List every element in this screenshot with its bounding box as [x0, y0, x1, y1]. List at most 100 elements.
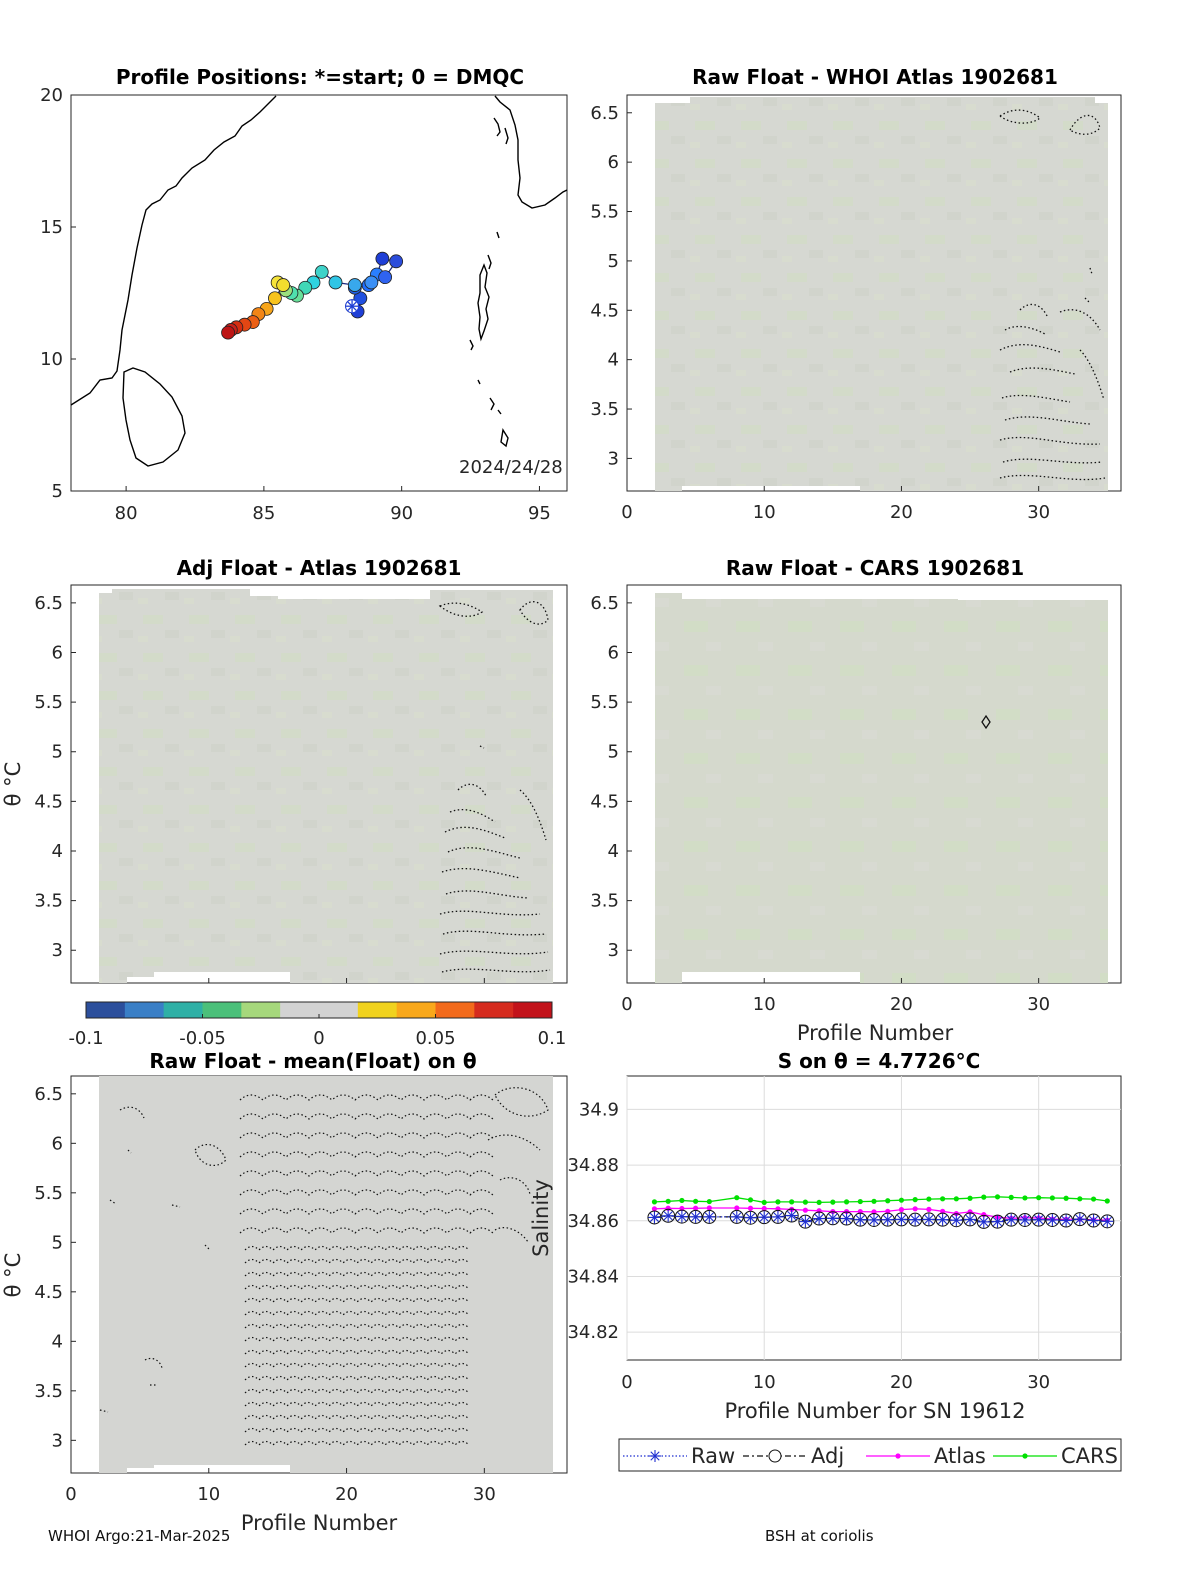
mean-contour-line [239, 1227, 494, 1234]
legend-label-cars: CARS [1061, 1444, 1118, 1468]
series-point-raw [773, 1212, 783, 1222]
series-point-raw [841, 1213, 852, 1224]
series-point-cars [857, 1198, 863, 1205]
mean-contour-line [239, 1208, 494, 1215]
map-ticks: 80 85 90 95 5 10 15 20 [40, 85, 551, 524]
panel-raw-atlas-contours [998, 109, 1106, 481]
adj-atlas-ytick-label: 5.5 [34, 692, 63, 713]
series-point-cars [1036, 1195, 1042, 1201]
colorbar-cell [357, 1002, 398, 1018]
map-title: Profile Positions: *=start; 0 = DMQC [116, 65, 524, 89]
map-date-label: 2024/24/28 [459, 457, 563, 478]
mean-contour-line [244, 1375, 470, 1381]
panel-raw-atlas-title: Raw Float - WHOI Atlas 1902681 [692, 65, 1058, 89]
raw-atlas-xtick-label: 0 [621, 502, 632, 523]
mean-contour-line [239, 1094, 494, 1101]
panel-adj-atlas-ylabel: θ °C [1, 762, 25, 807]
series-point-raw [649, 1212, 660, 1223]
series-point-adj [976, 1214, 991, 1229]
series-point-raw [787, 1210, 797, 1221]
raw-mean-ytick-label: 5 [52, 1232, 63, 1253]
colorbar-cell [513, 1002, 553, 1018]
mean-contour-line [244, 1414, 470, 1420]
colorbar-cell [202, 1002, 242, 1018]
panel-raw-cars-field [655, 593, 1108, 983]
raw-atlas-ytick-label: 5.5 [590, 202, 619, 223]
series-point-adj [963, 1212, 978, 1227]
raw-atlas-ytick-label: 6.5 [590, 103, 619, 124]
salinity-xtick-label: 30 [1027, 1372, 1050, 1393]
series-point-atlas [898, 1207, 905, 1213]
track-point [347, 278, 362, 292]
series-point-adj [688, 1209, 703, 1224]
series-point-cars [898, 1197, 905, 1203]
series-point-atlas [693, 1205, 699, 1211]
colorbar-cell [319, 1002, 359, 1018]
series-point-adj [798, 1214, 813, 1229]
salinity-xtick-label: 10 [753, 1372, 776, 1393]
series-point-raw [924, 1214, 934, 1225]
series-point-raw [1075, 1214, 1085, 1224]
series-point-raw [704, 1212, 714, 1222]
panel-raw-atlas: Raw Float - WHOI Atlas 1902681 0 10 20 30 3 3… [590, 65, 1122, 523]
series-point-atlas [940, 1208, 946, 1214]
track-point [221, 325, 235, 340]
mean-contour-line [244, 1401, 470, 1407]
legend-marker-cars [1022, 1453, 1028, 1459]
panel-raw-mean-title: Raw Float - mean(Float) on θ [149, 1049, 476, 1073]
series-point-cars [912, 1197, 918, 1203]
map-axes-box [70, 94, 568, 492]
legend-marker-adj [768, 1449, 782, 1463]
series-point-cars [981, 1194, 987, 1200]
panel-raw-cars: Raw Float - CARS 1902681 Profile Number … [590, 556, 1122, 1045]
raw-atlas-ytick-label: 4 [608, 350, 619, 371]
raw-atlas-ytick-label: 6 [608, 152, 619, 173]
salinity-xtick-label: 0 [621, 1372, 632, 1393]
raw-atlas-ytick-label: 3.5 [590, 399, 619, 420]
salinity-xlabel: Profile Number for SN 19612 [724, 1399, 1025, 1423]
track-point [328, 275, 343, 290]
raw-mean-xtick-label: 30 [473, 1484, 496, 1505]
mean-contour-line [244, 1284, 470, 1290]
series-point-cars [953, 1196, 959, 1202]
salinity-panel: S on θ = 4.7726°C 0 10 20 30 34.82 34.84 34.86… [529, 1049, 1122, 1472]
series-point-raw [910, 1215, 920, 1225]
map-xtick-label: 95 [528, 503, 551, 524]
colorbar-cell [435, 1002, 475, 1018]
series-point-cars [885, 1198, 891, 1204]
track-point [389, 254, 404, 269]
raw-cars-xtick-label: 30 [1027, 994, 1050, 1015]
panel-raw-mean-xlabel: Profile Number [241, 1511, 398, 1535]
mean-contour-line [244, 1336, 470, 1342]
series-point-cars [1022, 1195, 1028, 1201]
series-point-cars [1104, 1198, 1110, 1204]
series-point-raw [814, 1213, 824, 1224]
series-point-raw [883, 1215, 893, 1225]
legend-marker-atlas [895, 1453, 901, 1459]
raw-cars-xtick-label: 20 [890, 994, 913, 1015]
adj-atlas-ytick-label: 5 [52, 742, 63, 763]
series-point-adj [647, 1210, 662, 1225]
series-point-raw [951, 1215, 961, 1225]
colorbar-cell [124, 1002, 165, 1018]
series-point-adj [784, 1208, 799, 1223]
series-point-cars [1063, 1195, 1069, 1201]
start-marker-star [347, 301, 357, 311]
raw-mean-ytick-label: 3 [52, 1430, 63, 1451]
series-point-cars [1008, 1194, 1014, 1200]
mean-contour-line [244, 1349, 470, 1355]
series-point-raw [828, 1213, 838, 1223]
series-point-atlas [802, 1207, 808, 1213]
series-point-adj [812, 1211, 827, 1226]
adj-atlas-ytick-label: 4.5 [34, 791, 63, 812]
raw-atlas-ytick-label: 3 [608, 448, 619, 469]
raw-atlas-ytick-label: 5 [608, 251, 619, 272]
adj-atlas-ytick-label: 6 [52, 642, 63, 663]
map-xtick-label: 80 [115, 503, 138, 524]
map-ytick-label: 10 [40, 349, 63, 370]
series-point-cars [843, 1199, 850, 1205]
colorbar-tick-label: -0.1 [68, 1028, 103, 1049]
mean-contour-line [244, 1323, 470, 1329]
series-point-cars [926, 1196, 932, 1202]
raw-atlas-xtick-label: 20 [890, 502, 913, 523]
